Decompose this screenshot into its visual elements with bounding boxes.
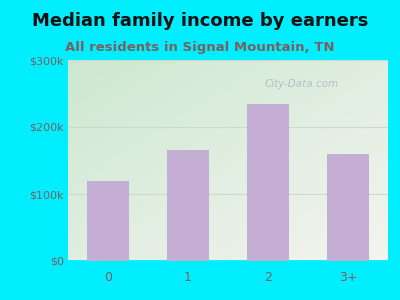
Bar	[327, 154, 369, 261]
Bar	[167, 150, 209, 261]
Bar	[247, 103, 289, 261]
Text: All residents in Signal Mountain, TN: All residents in Signal Mountain, TN	[65, 40, 335, 53]
Bar	[87, 181, 129, 261]
Text: City-Data.com: City-Data.com	[264, 79, 339, 89]
Text: Median family income by earners: Median family income by earners	[32, 12, 368, 30]
